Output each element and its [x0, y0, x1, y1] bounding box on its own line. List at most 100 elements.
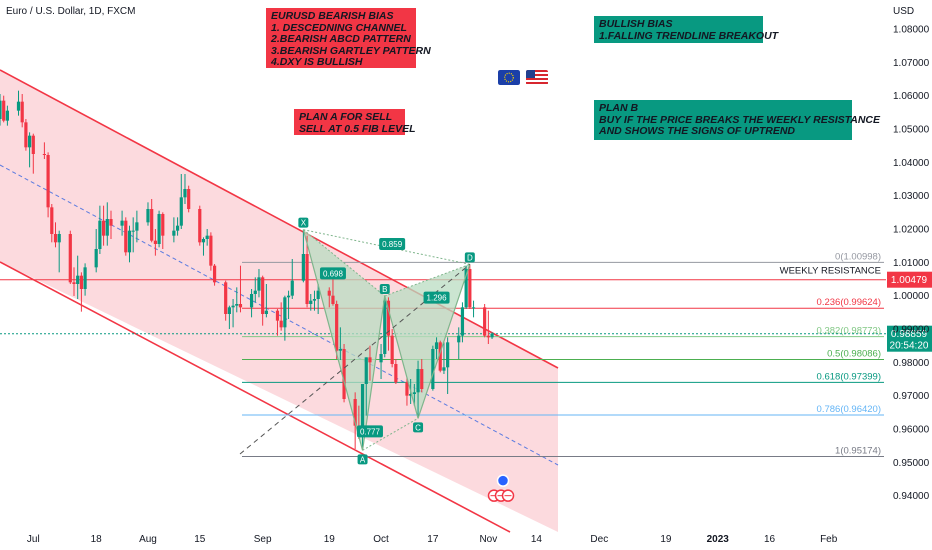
- candle-body: [490, 333, 494, 338]
- candle-body: [201, 239, 206, 243]
- time-tick-label: 14: [531, 534, 543, 545]
- currency-label: USD: [893, 6, 915, 17]
- weekly-resistance-tag: [887, 271, 932, 288]
- price-axis[interactable]: 1.08000 1.07000 1.06000 1.05000 1.04000 1.030…: [893, 25, 930, 503]
- candle-body: [124, 220, 128, 253]
- note-line: 3.BEARISH GARTLEY PATTERN: [271, 44, 431, 57]
- pattern-point-label: D: [467, 253, 473, 262]
- weekly-resistance-label: WEEKLY RESISTANCE: [780, 266, 881, 277]
- time-tick-label: Jul: [27, 534, 40, 545]
- economic-event-icon: [496, 474, 510, 487]
- candle-body: [405, 382, 409, 396]
- candle-body: [457, 335, 461, 343]
- pattern-overlay: X A B C D 0.698 0.859 0.777 1.296: [239, 217, 475, 465]
- candle-body: [471, 307, 476, 309]
- candle-body: [16, 101, 21, 111]
- weekly-resistance-tag-label: 1.00479: [891, 275, 928, 286]
- candlestick-series: [0, 90, 494, 451]
- pattern-leg: [384, 295, 419, 419]
- candle-body: [409, 394, 413, 396]
- economic-events: [487, 474, 515, 502]
- price-tick-label: 0.94000: [893, 491, 930, 502]
- price-tick-label: 1.04000: [893, 158, 930, 169]
- candle-body: [438, 342, 442, 371]
- candle-body: [442, 367, 446, 371]
- candle-body: [434, 342, 439, 349]
- eu-flag-icon: [498, 70, 520, 85]
- candle-body: [312, 299, 317, 301]
- candle-body: [379, 354, 383, 363]
- price-tick-label: 1.01000: [893, 258, 930, 269]
- time-tick-label: Feb: [820, 534, 838, 545]
- candle-body: [127, 230, 132, 253]
- candle-body: [283, 297, 287, 328]
- candle-body: [131, 230, 135, 232]
- candle-body: [327, 290, 331, 296]
- candle-body: [331, 295, 335, 304]
- candle-body: [42, 154, 46, 155]
- candle-body: [446, 342, 450, 368]
- candle-body: [227, 307, 231, 314]
- candle-body: [68, 234, 72, 283]
- pattern-point-badge: [357, 454, 368, 465]
- candle-body: [360, 384, 365, 433]
- candle-body: [249, 294, 254, 308]
- candle-body: [412, 392, 416, 394]
- pattern-ac-ratio-line: [362, 417, 419, 451]
- candle-body: [135, 222, 139, 231]
- candle-body: [261, 277, 265, 314]
- ratio-label: 0.777: [360, 427, 381, 436]
- candle-body: [257, 277, 261, 291]
- price-tick-label: 0.98000: [893, 358, 930, 369]
- candle-body: [338, 349, 342, 351]
- candle-body: [146, 209, 150, 223]
- candle-body: [335, 304, 339, 351]
- time-tick-label: 16: [764, 534, 776, 545]
- note-line: 1.FALLING TRENDLINE BREAKOUT: [599, 29, 779, 42]
- pattern-point-label: X: [301, 219, 307, 228]
- pattern-point-label: B: [382, 285, 387, 294]
- candle-body: [20, 101, 24, 123]
- candle-body: [205, 235, 209, 239]
- candle-body: [179, 197, 183, 226]
- time-axis[interactable]: Jul 18 Aug 15 Sep 19 Oct 17 Nov 14 Dec 19 2023 16 Feb: [27, 534, 838, 545]
- candle-body: [364, 357, 368, 384]
- time-tick-label: Oct: [373, 534, 389, 545]
- candle-body: [386, 300, 391, 336]
- time-tick-label: Nov: [479, 534, 497, 545]
- note-line: PLAN A FOR SELL: [299, 111, 393, 123]
- time-tick-label: Dec: [590, 534, 608, 545]
- fib-level-label: 0.786(0.96420): [817, 404, 881, 415]
- note-line: EURUSD BEARISH BIAS: [271, 10, 394, 22]
- candle-body: [27, 135, 32, 148]
- candle-body: [224, 282, 228, 314]
- candle-body: [301, 254, 305, 281]
- pattern-point-label: A: [360, 455, 366, 464]
- candle-body: [238, 304, 243, 308]
- candle-body: [209, 235, 213, 266]
- pattern-xab-fill: [303, 229, 385, 451]
- candle-body: [83, 267, 87, 289]
- pattern-point-badge: [298, 217, 309, 228]
- ratio-badge: [423, 291, 450, 304]
- abcd-projection-line: [239, 263, 471, 455]
- candle-body: [290, 280, 294, 296]
- ratio-badge: [379, 238, 406, 250]
- price-tick-label: 0.95000: [893, 458, 930, 469]
- pattern-point-badge: [464, 252, 475, 263]
- pattern-point-label: C: [415, 423, 421, 432]
- descending-channel: [0, 69, 559, 533]
- candle-body: [79, 275, 83, 289]
- candle-body: [53, 234, 58, 243]
- pattern-leg: [417, 264, 471, 419]
- time-tick-label: 18: [91, 534, 103, 545]
- candle-body: [468, 269, 472, 308]
- price-tick-label: 1.00000: [893, 291, 930, 302]
- candle-body: [198, 209, 202, 243]
- bullish-bias-note: BULLISH BIAS 1.FALLING TRENDLINE BREAKOU…: [594, 16, 779, 43]
- fib-level-label: 0.5(0.98086): [827, 348, 881, 359]
- symbol-title[interactable]: Euro / U.S. Dollar, 1D, FXCM: [6, 6, 136, 17]
- candle-body: [309, 300, 313, 304]
- price-tick-label: 1.05000: [893, 125, 930, 136]
